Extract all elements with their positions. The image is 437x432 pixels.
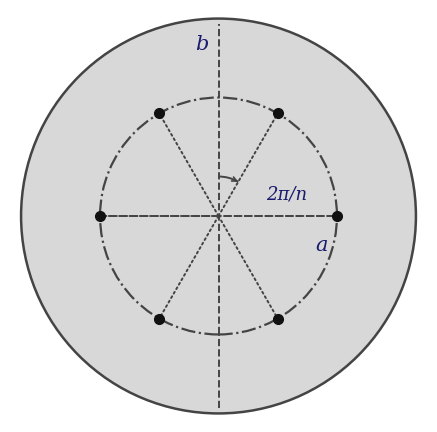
Text: a: a	[316, 236, 328, 255]
Circle shape	[21, 19, 416, 413]
Text: b: b	[195, 35, 208, 54]
Text: 2π/n: 2π/n	[266, 185, 307, 203]
